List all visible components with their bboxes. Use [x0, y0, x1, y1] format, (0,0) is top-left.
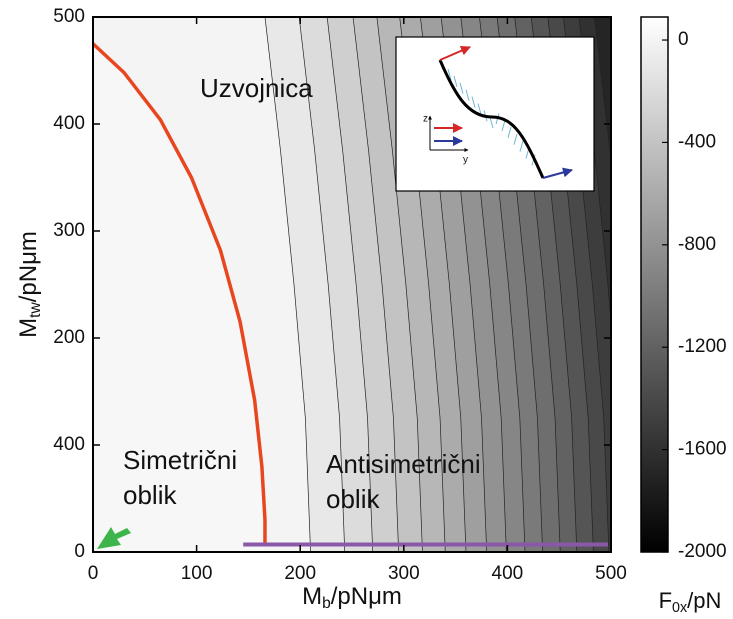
x-tick-label: 200: [284, 563, 316, 584]
x-axis-label: Mb/pNμm: [302, 583, 402, 612]
colorbar-tick-label: -1200: [678, 336, 727, 357]
inner-region: [93, 43, 265, 552]
y-tick-label: 0: [74, 541, 85, 562]
hatch-line: [453, 75, 458, 87]
colorbar: [640, 16, 669, 553]
contour-line: [376, 17, 423, 552]
origin-arrow: [97, 527, 131, 549]
x-tick-label: 400: [492, 563, 524, 584]
x-axis-label-sub: b: [322, 595, 331, 612]
annotation: oblik: [123, 480, 177, 510]
x-axis-label-base: M: [302, 583, 322, 610]
hatch-line: [447, 69, 452, 81]
hatch-line: [489, 117, 494, 129]
x-tick-label: 100: [181, 563, 213, 584]
annotation: Simetrični: [123, 445, 237, 475]
hatch-line: [513, 133, 518, 145]
x-tick-label: 300: [388, 563, 420, 584]
hatch-line: [519, 140, 524, 152]
inset: z y: [395, 36, 595, 192]
colorbar-label-unit: /pN: [687, 588, 721, 613]
inset-arrow: [439, 45, 471, 61]
x-axis-label-unit: /pNμm: [331, 583, 402, 610]
x-tick-label: 500: [595, 563, 627, 584]
colorbar-tick-label: -800: [678, 234, 716, 255]
y-tick-label: 300: [53, 220, 85, 241]
series-line: [93, 42, 267, 545]
y-tick-label: 400: [53, 434, 85, 455]
hatch-line: [477, 103, 482, 115]
hatch-line: [465, 89, 470, 101]
inset-label: y: [463, 155, 468, 166]
contour-line: [594, 17, 611, 165]
hatch-line: [471, 96, 476, 108]
colorbar-label-sub: 0x: [672, 600, 687, 616]
hatch-line: [501, 120, 506, 132]
colorbar-label: F0x/pN: [659, 588, 722, 616]
colorbar-label-base: F: [659, 588, 672, 613]
hatch-line: [507, 126, 512, 139]
y-tick-label: 200: [53, 327, 85, 348]
x-tick-label: 0: [88, 563, 99, 584]
contour-band: [594, 17, 611, 162]
inset-label: z: [423, 114, 428, 125]
colorbar-tick-label: -400: [678, 131, 716, 152]
colorbar-tick-label: -1600: [678, 439, 727, 460]
annotation: Uzvojnica: [200, 73, 313, 103]
y-axis-label: Mtw/pNμm: [15, 231, 44, 338]
y-tick-label: 500: [53, 6, 85, 27]
annotation: Antisimetrični: [326, 449, 481, 479]
annotation: oblik: [326, 484, 380, 514]
overlay: 0 100 200 300 400 5000400200300400500Mb/pNμmM…: [15, 6, 726, 616]
contour-line: [264, 17, 311, 552]
colorbar-tick-label: 0: [678, 29, 689, 50]
contour-line: [298, 17, 346, 552]
contour-line: [352, 17, 399, 552]
inset-frame: [395, 36, 595, 192]
contour-line: [326, 17, 374, 552]
y-axis-label-base: M: [15, 318, 42, 338]
inset-arrow: [542, 167, 573, 179]
y-tick-label: 400: [53, 113, 85, 134]
inset-curve: [438, 59, 545, 179]
y-axis-label-sub: tw: [27, 302, 44, 318]
hatch-line: [459, 82, 464, 94]
y-axis-label-unit: /pNμm: [15, 231, 42, 302]
colorbar-tick-label: -2000: [678, 541, 727, 562]
plot-frame: [92, 16, 612, 553]
